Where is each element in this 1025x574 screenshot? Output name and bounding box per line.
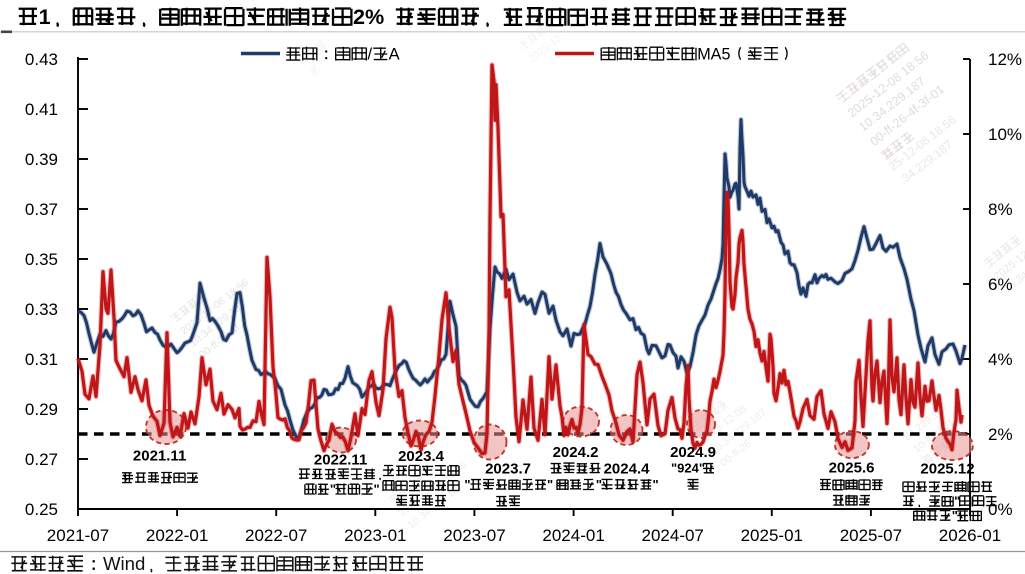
- svg-text:0.29: 0.29: [25, 400, 58, 419]
- svg-text:"924": "924": [671, 461, 705, 476]
- svg-text:0.39: 0.39: [25, 150, 58, 169]
- svg-text:2025-07: 2025-07: [840, 526, 902, 545]
- svg-text:0.35: 0.35: [25, 250, 58, 269]
- svg-text:": ": [952, 508, 958, 523]
- svg-text:8%: 8%: [988, 200, 1013, 219]
- svg-text:0.33: 0.33: [25, 300, 58, 319]
- svg-text:4%: 4%: [988, 350, 1013, 369]
- svg-text:2023-01: 2023-01: [344, 526, 406, 545]
- svg-text:": ": [596, 477, 602, 492]
- svg-text:2023.4: 2023.4: [398, 448, 445, 465]
- svg-text:2%: 2%: [353, 4, 384, 29]
- svg-text:6%: 6%: [988, 275, 1013, 294]
- svg-text:0.41: 0.41: [25, 100, 58, 119]
- svg-text:12%: 12%: [988, 50, 1022, 69]
- svg-text:2026-01: 2026-01: [939, 526, 1001, 545]
- svg-text:2024.4: 2024.4: [604, 460, 651, 477]
- svg-text:2024-07: 2024-07: [642, 526, 704, 545]
- svg-text:2024-01: 2024-01: [542, 526, 604, 545]
- svg-text:2025.12: 2025.12: [920, 460, 974, 477]
- svg-text:": ": [653, 477, 659, 492]
- svg-text:2022.11: 2022.11: [314, 451, 367, 468]
- svg-text:0.43: 0.43: [25, 50, 58, 69]
- svg-text:0%: 0%: [988, 500, 1013, 519]
- svg-text:": ": [464, 477, 470, 492]
- svg-text:0.27: 0.27: [25, 450, 58, 469]
- svg-text:MA5: MA5: [697, 45, 730, 63]
- svg-text:2022-07: 2022-07: [245, 526, 307, 545]
- svg-text:2021-07: 2021-07: [47, 526, 109, 545]
- svg-text:2024.9: 2024.9: [670, 444, 716, 461]
- svg-text:0.31: 0.31: [25, 350, 58, 369]
- svg-text:2025.6: 2025.6: [829, 459, 875, 476]
- svg-text:2024.2: 2024.2: [553, 444, 599, 461]
- svg-text:Wind: Wind: [103, 553, 145, 574]
- svg-text:": ": [330, 482, 336, 497]
- svg-text:2023-07: 2023-07: [443, 526, 505, 545]
- svg-text:1: 1: [39, 4, 51, 29]
- svg-text:2021.11: 2021.11: [133, 447, 186, 464]
- svg-text:/: /: [368, 45, 373, 63]
- svg-text:": ": [374, 482, 380, 497]
- svg-text:10%: 10%: [988, 125, 1022, 144]
- svg-text:": ": [547, 477, 553, 492]
- svg-text:": ": [954, 494, 960, 509]
- svg-text:0.25: 0.25: [25, 500, 58, 519]
- svg-text:2022-01: 2022-01: [146, 526, 208, 545]
- svg-text:0.37: 0.37: [25, 200, 58, 219]
- svg-text:A: A: [389, 45, 400, 63]
- svg-text:2025-01: 2025-01: [741, 526, 803, 545]
- svg-text:2%: 2%: [988, 425, 1013, 444]
- svg-text:2023.7: 2023.7: [485, 460, 531, 477]
